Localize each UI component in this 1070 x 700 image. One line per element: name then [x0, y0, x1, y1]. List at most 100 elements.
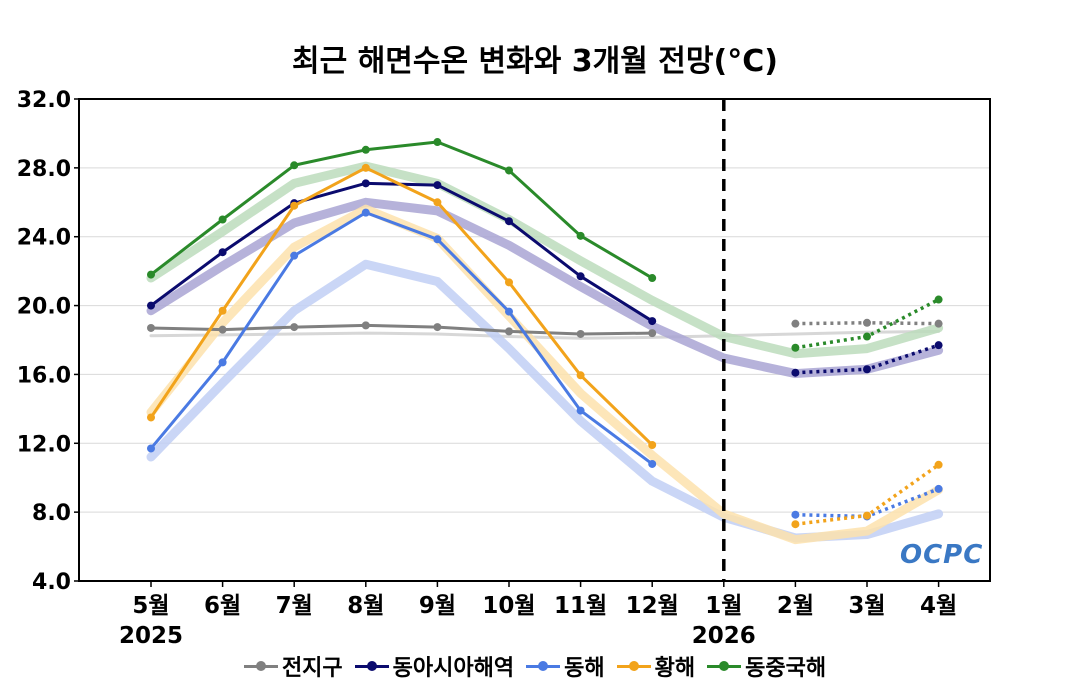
y-tick-label: 20.0	[17, 295, 71, 320]
chart-title: 최근 해면수온 변화와 3개월 전망(°C)	[292, 44, 778, 79]
forecast-point	[791, 343, 800, 352]
y-tick-label: 16.0	[17, 363, 71, 388]
y-tick-label: 24.0	[17, 226, 71, 251]
x-tick-label: 5월	[132, 593, 169, 619]
x-tick-label: 12월	[626, 593, 679, 619]
x-tick-label: 8월	[347, 593, 384, 619]
series-line	[150, 323, 653, 336]
data-point	[290, 251, 299, 260]
data-point	[576, 329, 585, 338]
data-point	[505, 327, 513, 336]
forecast-point	[934, 484, 943, 493]
x-tick-label: 11월	[554, 593, 607, 619]
data-point	[147, 413, 155, 422]
data-point	[648, 329, 657, 338]
legend-swatch	[707, 660, 742, 672]
data-point	[361, 179, 370, 188]
series-line	[150, 140, 653, 280]
tick-labels: 4.0 8.0 12.0 16.0 20.0 24.0 28.0 32.0 5월 6월 7월 8월 9월…	[17, 88, 957, 649]
forecast-point	[791, 319, 800, 328]
x-tick-label: 6월	[204, 593, 241, 619]
legend-item: 황해	[616, 650, 696, 682]
y-tick-label: 4.0	[32, 570, 71, 595]
data-point	[576, 406, 585, 415]
forecast-point	[863, 318, 871, 327]
legend-item: 동아시아해역	[354, 650, 515, 682]
forecast-point	[934, 460, 943, 469]
data-point	[433, 235, 442, 244]
data-point	[648, 441, 657, 450]
y-tick-label: 12.0	[17, 432, 71, 457]
data-point	[505, 166, 513, 175]
plot-frame	[78, 98, 991, 582]
legend-item: 전지구	[243, 650, 343, 682]
ocpc-logo: OCPC	[900, 540, 984, 570]
data-point	[218, 215, 227, 224]
data-point	[147, 444, 155, 453]
data-point	[505, 307, 513, 316]
data-point	[218, 306, 227, 315]
series-line	[149, 211, 654, 466]
legend: 전지구 동아시아해역 동해 황해 동중국해	[0, 650, 1070, 682]
year-label: 2026	[692, 623, 756, 649]
data-point	[433, 181, 442, 190]
x-tick-label: 9월	[419, 593, 456, 619]
climatology-band	[149, 329, 941, 340]
legend-label: 황해	[654, 656, 696, 681]
data-point	[361, 321, 370, 330]
series-line	[149, 166, 654, 447]
legend-label: 동아시아해역	[392, 656, 515, 681]
data-point	[290, 201, 299, 210]
forecast-point	[863, 332, 871, 341]
y-tick-label: 8.0	[32, 501, 71, 526]
climatology-bands	[146, 161, 944, 545]
x-tick-label: 4월	[920, 593, 957, 619]
x-tick-label: 10월	[482, 593, 535, 619]
legend-item: 동중국해	[707, 650, 826, 682]
y-tick-label: 28.0	[17, 157, 71, 182]
data-point	[218, 248, 227, 257]
data-point	[648, 459, 657, 468]
data-point	[576, 371, 585, 380]
legend-label: 전지구	[281, 656, 343, 681]
x-tick-label: 2월	[777, 593, 814, 619]
forecast-point	[863, 365, 871, 374]
data-point	[361, 208, 370, 217]
forecast-point	[934, 295, 943, 304]
data-point	[290, 323, 299, 332]
forecast-point	[791, 368, 800, 377]
legend-label: 동중국해	[745, 656, 827, 681]
forecast-point	[791, 520, 800, 529]
data-point	[505, 278, 513, 287]
year-label: 2025	[119, 623, 183, 649]
data-point	[218, 325, 227, 334]
data-point	[576, 272, 585, 281]
data-point	[147, 270, 155, 279]
data-point	[290, 161, 299, 170]
data-point	[218, 358, 227, 367]
data-point	[147, 301, 155, 310]
data-point	[147, 323, 155, 332]
climatology-band	[146, 161, 944, 359]
data-point	[433, 198, 442, 207]
series-lines	[147, 138, 943, 529]
axes	[74, 98, 991, 587]
legend-swatch	[354, 660, 389, 672]
x-tick-label: 1월	[705, 593, 742, 619]
x-tick-label: 7월	[276, 593, 313, 619]
data-point	[433, 323, 442, 332]
y-tick-label: 32.0	[17, 88, 71, 113]
forecast-point	[791, 510, 800, 519]
legend-swatch	[243, 660, 278, 672]
forecast-point	[863, 511, 871, 520]
legend-swatch	[616, 660, 651, 672]
forecast-point	[934, 341, 943, 350]
data-point	[361, 145, 370, 154]
data-point	[433, 138, 442, 147]
data-point	[648, 274, 657, 283]
climatology-band	[146, 204, 944, 545]
legend-item: 동해	[526, 650, 605, 682]
legend-label: 동해	[564, 656, 605, 681]
x-tick-label: 3월	[848, 593, 885, 619]
